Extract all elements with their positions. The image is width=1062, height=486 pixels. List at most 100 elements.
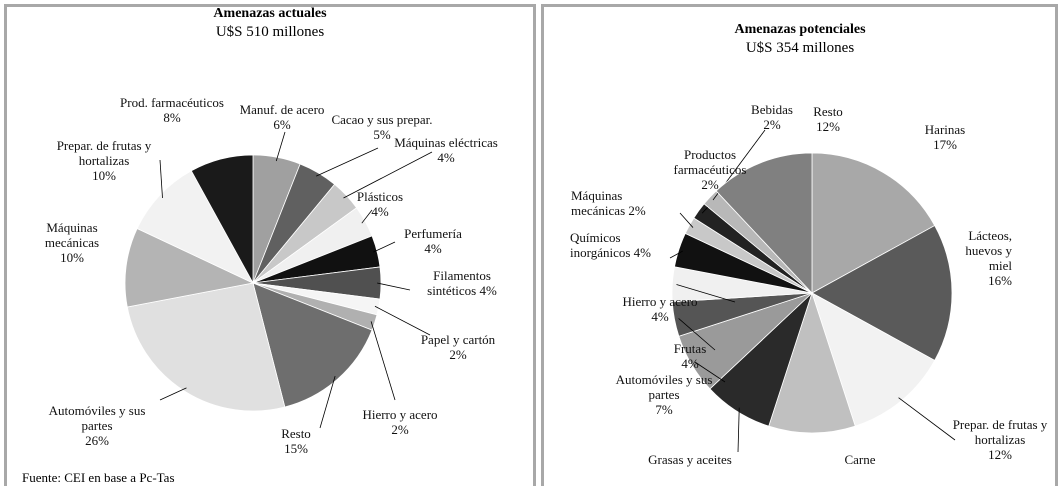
value-label: 10% (92, 168, 116, 183)
pie-slice (768, 291, 856, 434)
leader-line (669, 250, 684, 259)
value-label: 2% (701, 177, 719, 192)
slice-label: Filamentos sintéticos 4% (417, 268, 507, 298)
leader-line (373, 241, 396, 253)
leader-line (275, 131, 286, 162)
category-label: Bebidas (751, 102, 793, 117)
category-label: Químicos inorgánicos (570, 230, 631, 260)
leader-line (343, 151, 433, 199)
leader-line (159, 387, 187, 401)
slice-label: Carne (830, 452, 890, 467)
slice-label: Plásticos 4% (340, 189, 420, 219)
leader-line (361, 209, 373, 224)
slice-label: Manuf. de acero 6% (222, 102, 342, 132)
leader-line (694, 361, 726, 383)
value-label: 12% (988, 447, 1012, 462)
value-label: 15% (284, 441, 308, 456)
chart-title: Amenazas actuales (213, 6, 327, 21)
value-label: 2% (449, 347, 467, 362)
value-label: 12% (816, 119, 840, 134)
value-label: 8% (163, 110, 181, 125)
leader-line (737, 407, 740, 453)
value-label: 2% (763, 117, 781, 132)
slice-label: Máquinas mecánicas 2% (571, 188, 671, 218)
category-label: Grasas y aceites (648, 452, 732, 467)
category-label: Perfumería (404, 226, 462, 241)
pie-slice (811, 225, 953, 361)
leader-line (377, 282, 411, 291)
value-label: 26% (85, 433, 109, 448)
slice-label: Máquinas mecánicas 10% (32, 220, 112, 265)
category-label: Filamentos sintéticos (427, 268, 491, 298)
category-label: Cacao y sus prepar. (331, 112, 433, 127)
pie-slice (811, 152, 936, 294)
pie-slice (136, 170, 254, 284)
pie-slice (190, 154, 254, 284)
category-label: Prod. farmacéuticos (120, 95, 224, 110)
slice-label: Hierro y acero 2% (345, 407, 455, 437)
slice-label: Prepar. de frutas y hortalizas 12% (945, 417, 1055, 462)
slice-label: Papel y cartón 2% (403, 332, 513, 362)
slice-label: Prepar. de frutas y hortalizas 10% (49, 138, 159, 183)
category-label: Máquinas mecánicas (44, 220, 100, 250)
category-label: Máquinas mecánicas (571, 188, 626, 218)
category-label: Prepar. de frutas y hortalizas (56, 138, 152, 168)
slice-label: Frutas 4% (660, 341, 720, 371)
slice-label: Automóviles y sus partes 7% (607, 372, 722, 417)
category-label: Frutas (673, 341, 707, 356)
category-label: Resto (813, 104, 843, 119)
leader-line (898, 397, 956, 441)
leader-line (159, 159, 163, 199)
value-label: 2% (628, 203, 646, 218)
category-label: Plásticos (356, 189, 404, 204)
leader-line (316, 147, 379, 177)
chart-title: Amenazas potenciales (734, 22, 866, 37)
value-label: 6% (273, 117, 291, 132)
leader-line (679, 212, 694, 228)
slice-label: Cacao y sus prepar. 5% (317, 112, 447, 142)
slice-label: Hierro y acero 4% (605, 294, 715, 324)
pie-slice (252, 282, 373, 408)
slice-label: Automóviles y sus partes 26% (35, 403, 160, 448)
chart-subtitle: U$S 354 millones (745, 40, 855, 56)
value-label: 5% (373, 127, 391, 142)
slice-label: Químicos inorgánicos 4% (570, 230, 680, 260)
pie-slice (811, 292, 936, 427)
value-label: 16% (988, 273, 1012, 288)
slice-label: Bebidas 2% (742, 102, 802, 132)
value-label: 2% (391, 422, 409, 437)
category-label: Manuf. de acero (239, 102, 325, 117)
slice-label: Productos farmacéuticos 2% (665, 147, 755, 192)
category-label: Prepar. de frutas y hortalizas (952, 417, 1048, 447)
value-label: 4% (633, 245, 652, 260)
slice-label: Harinas 17% (905, 122, 985, 152)
value-label: 4% (437, 150, 455, 165)
category-label: Automóviles y sus partes (615, 372, 713, 402)
slice-label: Resto 12% (798, 104, 858, 134)
leader-line (676, 284, 736, 303)
category-label: Resto (281, 426, 311, 441)
value-label: 4% (651, 309, 669, 324)
category-label: Lácteos, huevos y miel (965, 228, 1012, 273)
slice-label: Máquinas eléctricas 4% (371, 135, 521, 165)
leader-line (374, 305, 431, 336)
value-label: 10% (60, 250, 84, 265)
pie-slice (126, 282, 286, 412)
source: Fuente: CEI en base a Pc-Tas (22, 470, 175, 485)
value-label: 4% (371, 204, 389, 219)
slice-label: Resto 15% (266, 426, 326, 456)
pie-slice (715, 152, 813, 295)
panel-right (541, 4, 1058, 486)
pie-slice (124, 227, 255, 308)
panel-left (4, 4, 536, 486)
value-label: 4% (424, 241, 442, 256)
category-label: Hierro y acero (622, 294, 698, 309)
leader-line (370, 321, 396, 401)
category-label: Automóviles y sus partes (48, 403, 146, 433)
value-label: 17% (933, 137, 957, 152)
value-label: 7% (655, 402, 673, 417)
leader-line (678, 318, 716, 351)
category-label: Máquinas eléctricas (394, 135, 498, 150)
